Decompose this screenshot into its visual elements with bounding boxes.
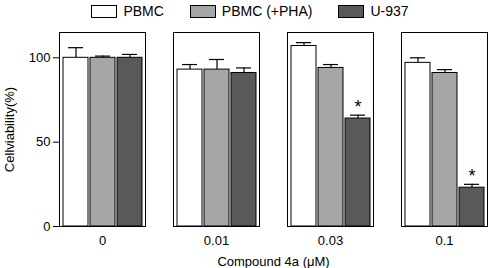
html-text:U-937: U-937 [370,3,409,19]
svg-text:0.03: 0.03 [318,233,343,248]
svg-text:Compound 4a (μM): Compound 4a (μM) [217,254,329,268]
svg-text:0.1: 0.1 [435,233,453,248]
svg-text:0: 0 [43,219,50,234]
html-text:PBMC (+PHA): PBMC (+PHA) [221,3,313,19]
svg-text:0: 0 [99,233,106,248]
svg-text:Cellviability(%): Cellviability(%) [2,87,17,172]
html-text:PBMC: PBMC [123,3,164,19]
svg-text:*: * [354,97,361,117]
svg-text:0.01: 0.01 [204,233,229,248]
svg-text:50: 50 [36,134,50,149]
svg-text:*: * [468,166,475,186]
svg-text:100: 100 [29,50,51,65]
